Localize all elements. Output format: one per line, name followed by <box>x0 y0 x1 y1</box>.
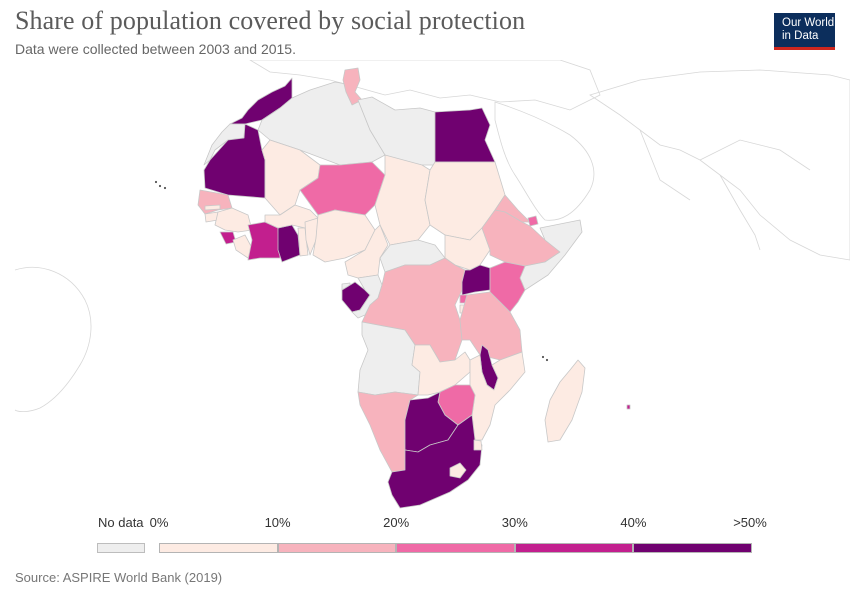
legend-tick-label: 0% <box>149 515 169 530</box>
asia-internal-2 <box>699 139 811 171</box>
source-note[interactable]: Source: ASPIRE World Bank (2019) <box>15 570 223 585</box>
country-guinea[interactable]: Guinea <box>214 207 253 233</box>
legend-swatch-3[interactable] <box>396 543 515 553</box>
owid-logo[interactable]: Our World in Data <box>774 13 835 50</box>
country-djibouti[interactable]: Djibouti <box>527 215 539 227</box>
country-nigeria[interactable]: Nigeria <box>312 209 376 263</box>
comoros-dot <box>545 358 549 362</box>
cape-verde-dot <box>154 180 158 184</box>
country-benin[interactable]: Benin <box>304 217 319 256</box>
legend-swatch-4[interactable] <box>514 543 634 553</box>
country-shapes: MoroccoWestern SaharaAlgeriaTunisiaLibya… <box>197 67 631 509</box>
logo-line-2: in Data <box>782 30 819 42</box>
legend-swatch-2[interactable] <box>277 543 397 553</box>
legend-swatch-5[interactable] <box>633 543 752 553</box>
country-cote-d-ivoire[interactable]: Cote d'Ivoire <box>247 221 281 261</box>
legend-tick-label: 20% <box>383 515 410 530</box>
middle-east-outline <box>494 101 595 221</box>
legend-tick-label: 30% <box>501 515 528 530</box>
country-mozambique[interactable]: Mozambique <box>469 351 526 441</box>
logo-line-1: Our World <box>782 17 835 29</box>
country-chad[interactable]: Chad <box>374 154 431 246</box>
legend-no-data-swatch <box>97 543 145 553</box>
cape-verde-dot <box>163 186 167 190</box>
legend-tick-label: 40% <box>620 515 647 530</box>
country-gambia[interactable]: Gambia <box>204 204 221 211</box>
legend-end-label: >50% <box>733 515 767 530</box>
country-lesotho[interactable]: Lesotho <box>449 462 467 479</box>
country-eswatini[interactable]: Eswatini <box>473 439 483 451</box>
country-cameroon[interactable]: Cameroon <box>344 224 389 279</box>
country-madagascar[interactable]: Madagascar <box>544 359 586 443</box>
small-islands <box>154 180 549 362</box>
country-zambia[interactable]: Zambia <box>411 344 471 396</box>
country-uganda[interactable]: Uganda <box>461 264 491 296</box>
map-legend: No data 0% 10% 20% 30% 40% >50% <box>0 510 850 560</box>
india-outline <box>719 174 761 251</box>
south-america-outline <box>14 266 92 413</box>
country-kenya[interactable]: Kenya <box>489 261 526 313</box>
cape-verde-dot <box>158 184 162 188</box>
map-svg: MoroccoWestern SaharaAlgeriaTunisiaLibya… <box>14 60 850 509</box>
country-republic-of-the-congo[interactable]: Republic of the Congo <box>351 274 383 319</box>
country-mauritius[interactable]: Mauritius <box>626 404 631 410</box>
legend-no-data-label: No data <box>98 515 144 530</box>
choropleth-map: MoroccoWestern SaharaAlgeriaTunisiaLibya… <box>0 60 850 520</box>
asia-internal-1 <box>639 129 691 201</box>
chart-subtitle: Data were collected between 2003 and 201… <box>15 41 296 57</box>
chart-title: Share of population covered by social pr… <box>15 6 526 35</box>
comoros-dot <box>541 355 545 359</box>
legend-tick-label: 10% <box>264 515 291 530</box>
asia-outline <box>589 69 850 261</box>
legend-swatch-1[interactable] <box>159 543 278 553</box>
europe-outline <box>249 60 601 111</box>
country-egypt[interactable]: Egypt <box>434 107 496 163</box>
country-ghana[interactable]: Ghana <box>277 224 301 263</box>
context-land <box>14 60 850 413</box>
